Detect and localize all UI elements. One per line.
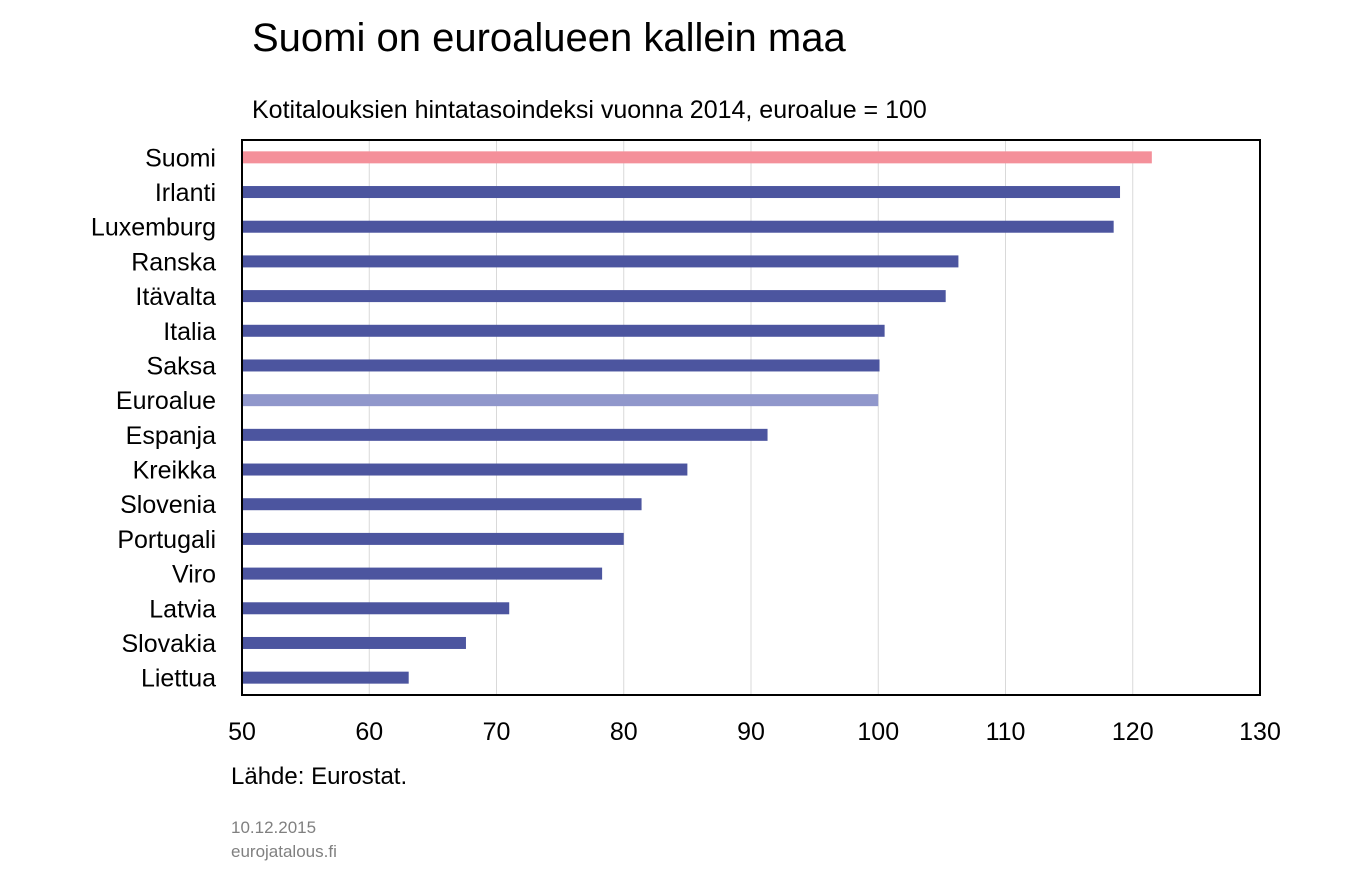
x-tick-label: 50	[228, 718, 256, 746]
category-label: Saksa	[147, 352, 217, 380]
bar	[242, 151, 1152, 164]
category-label: Slovakia	[122, 630, 217, 658]
category-label: Kreikka	[133, 457, 216, 485]
category-label: Slovenia	[120, 491, 216, 519]
plot-frame	[241, 139, 1261, 696]
category-label: Espanja	[126, 422, 216, 450]
bars	[242, 151, 1152, 684]
bar	[242, 567, 603, 580]
category-label: Portugali	[117, 526, 216, 554]
site-label: eurojatalous.fi	[231, 842, 337, 861]
category-label: Suomi	[145, 144, 216, 172]
chart-title: Suomi on euroalueen kallein maa	[252, 16, 846, 60]
x-tick-label: 110	[986, 718, 1026, 746]
category-label: Italia	[163, 318, 216, 346]
bar	[242, 671, 409, 684]
x-tick-label: 100	[857, 718, 899, 746]
x-tick-label: 130	[1239, 718, 1281, 746]
category-label: Itävalta	[135, 283, 216, 311]
bar	[242, 636, 466, 649]
x-tick-label: 90	[737, 718, 765, 746]
x-tick-label: 80	[610, 718, 638, 746]
bar	[242, 463, 688, 476]
category-label: Viro	[172, 561, 216, 589]
date-label: 10.12.2015	[231, 818, 317, 837]
category-label: Euroalue	[116, 387, 216, 415]
bar	[242, 359, 880, 372]
x-tick-label: 60	[355, 718, 383, 746]
x-tick-labels: 50 60 70 80 90 100 110 120 130	[228, 718, 1281, 746]
bar	[242, 255, 959, 268]
bar	[242, 532, 624, 545]
category-label: Latvia	[149, 595, 216, 623]
x-tick-label: 120	[1112, 718, 1154, 746]
bar	[242, 186, 1121, 199]
bar	[242, 498, 642, 511]
bar	[242, 324, 885, 337]
bar	[242, 394, 879, 407]
category-label: Liettua	[141, 665, 216, 693]
category-label: Irlanti	[155, 179, 216, 207]
x-tick-label: 70	[483, 718, 511, 746]
bar	[242, 428, 768, 441]
category-label: Ranska	[131, 248, 216, 276]
bar	[242, 602, 510, 615]
bar	[242, 290, 946, 303]
source-note: Lähde: Eurostat.	[231, 763, 408, 790]
bar	[242, 220, 1114, 233]
category-labels: Suomi Irlanti Luxemburg Ranska Itävalta Itali…	[91, 144, 216, 692]
category-label: Luxemburg	[91, 214, 216, 242]
chart-subtitle: Kotitalouksien hintatasoindeksi vuonna 2…	[252, 96, 927, 124]
